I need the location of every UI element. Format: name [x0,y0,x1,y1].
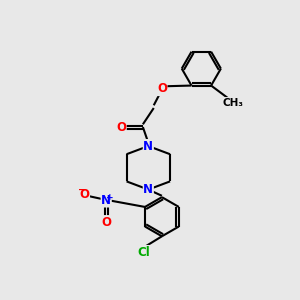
Text: N: N [101,194,111,207]
Text: O: O [157,82,167,95]
Text: +: + [106,193,113,202]
Text: O: O [80,188,89,202]
Text: CH₃: CH₃ [222,98,243,108]
Text: O: O [101,216,111,229]
Text: O: O [116,121,126,134]
Text: −: − [78,185,86,195]
Text: N: N [143,183,153,196]
Text: Cl: Cl [138,246,151,259]
Text: N: N [143,140,153,153]
